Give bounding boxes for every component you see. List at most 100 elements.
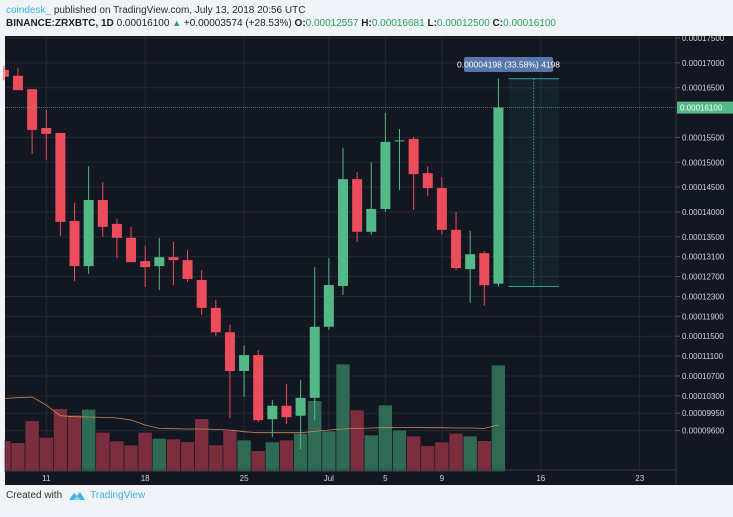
volume-bar (95, 432, 111, 473)
candle-body (451, 229, 462, 269)
candle-body (366, 208, 377, 232)
price-tick-label: 0.00009600 (682, 427, 725, 436)
volume-bar (265, 441, 280, 472)
candle (366, 162, 377, 235)
time-tick-label: 18 (141, 474, 150, 483)
price-tick-label: 0.00012300 (682, 292, 725, 301)
author-link[interactable]: coindesk_ (6, 5, 52, 16)
measure-label-box (464, 57, 553, 72)
volume-bar (180, 441, 195, 473)
volume-bar (448, 433, 464, 473)
candle (408, 136, 419, 210)
candle-body (465, 254, 476, 270)
up-arrow-icon: ▲ (172, 18, 182, 28)
candle (111, 218, 122, 259)
volume-bar (335, 363, 351, 472)
volume-bar (10, 442, 26, 473)
candle-body (97, 200, 108, 227)
price-tick-label: 0.00010300 (682, 392, 725, 401)
symbol-label: BINANCE:ZRXBTC, 1D (6, 18, 114, 29)
volume-bar (4, 440, 12, 473)
volume-bar (434, 441, 450, 472)
candle (253, 350, 264, 423)
volume-bar (53, 408, 68, 473)
tradingview-brand: TradingView (90, 490, 146, 501)
time-tick-label: 23 (635, 474, 644, 483)
current-price-label: 0.00016100 (680, 104, 723, 113)
low-label: L: (427, 18, 437, 29)
candle (196, 270, 207, 315)
tradingview-logo-icon (69, 492, 86, 500)
volume-bar (462, 435, 478, 472)
candle-body (83, 200, 94, 267)
candle-body (154, 257, 165, 267)
volume-bar (81, 409, 96, 473)
high-value: 0.00016681 (371, 18, 425, 29)
volume-bar (279, 439, 294, 472)
volume-bar (321, 430, 337, 472)
measure-area (508, 78, 559, 287)
candle-body (295, 397, 306, 416)
low-value: 0.00012500 (436, 18, 490, 29)
price-tick-label: 0.00015000 (682, 158, 725, 167)
time-tick-label: 16 (536, 474, 545, 483)
time-tick-label: 5 (383, 474, 388, 483)
candle-body (224, 332, 235, 371)
candle-body (323, 285, 334, 327)
candle-body (5, 69, 9, 77)
volume-bar (152, 438, 167, 473)
volume-bar (194, 418, 209, 473)
volume-bar (109, 440, 125, 472)
footer: Created with TradingView (6, 490, 145, 501)
candle-body (408, 138, 419, 175)
time-tick-label: Jul (324, 474, 334, 483)
candle (239, 345, 250, 397)
publish-info: coindesk_ published on TradingView.com, … (6, 5, 305, 16)
volume-bar (123, 444, 139, 472)
candle-body (337, 179, 348, 287)
price-tick-label: 0.00017000 (682, 59, 725, 68)
candle (309, 267, 320, 421)
published-text: published on TradingView.com, July 13, 2… (53, 5, 306, 16)
candle-body (309, 326, 320, 398)
volume-bar (250, 450, 266, 473)
candle-body (168, 257, 179, 261)
candle-body (41, 127, 52, 134)
volume-bar (166, 438, 181, 472)
candle (126, 226, 137, 263)
time-tick-label: 9 (440, 474, 445, 483)
candle (465, 230, 476, 303)
price-tick-label: 0.00013100 (682, 253, 725, 262)
price-tick-label: 0.00011500 (682, 332, 724, 341)
candle (323, 258, 334, 330)
candle-body (493, 107, 504, 284)
candle-body (210, 307, 221, 333)
candle-body (281, 405, 292, 418)
tradingview-link[interactable]: TradingView (68, 490, 145, 501)
created-with-text: Created with (6, 490, 63, 501)
candle-body (253, 355, 264, 421)
candle (224, 324, 235, 419)
candle (13, 67, 23, 91)
candle (182, 250, 193, 283)
candle-body (239, 355, 250, 371)
time-tick-label: 11 (42, 474, 51, 483)
volume-bar (392, 429, 407, 472)
symbol-info: BINANCE:ZRXBTC, 1D 0.00016100 ▲ +0.00003… (6, 18, 556, 29)
price-tick-label: 0.00014500 (682, 183, 725, 192)
volume-bar (378, 404, 393, 472)
price-tick-label: 0.00009950 (682, 409, 725, 418)
volume-bar (363, 434, 379, 472)
price-tick-label: 0.00012700 (682, 273, 725, 282)
candle-body (380, 141, 391, 209)
volume-bar (476, 440, 492, 473)
price-tick-label: 0.00014000 (682, 208, 725, 217)
volume-bar (208, 444, 224, 472)
candle-body (436, 188, 447, 230)
candle-body (182, 260, 193, 280)
candle (493, 78, 504, 287)
candle-body (140, 261, 151, 268)
candle (451, 211, 462, 271)
measure-label: 0.00004198 (33.58%) 4198 (457, 60, 560, 70)
